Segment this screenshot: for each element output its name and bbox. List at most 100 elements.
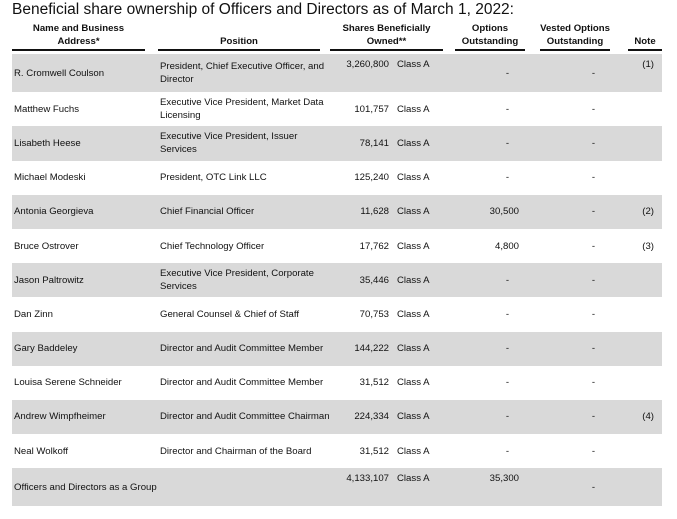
row-shares: 31,512 bbox=[359, 377, 389, 389]
row-position: General Counsel & Chief of Staff bbox=[160, 308, 300, 320]
row-shares: 125,240 bbox=[354, 172, 389, 184]
row-vested: - bbox=[533, 399, 619, 435]
row-note bbox=[618, 297, 662, 331]
row-name: Bruce Ostrover bbox=[14, 240, 79, 252]
row-options: - bbox=[453, 263, 534, 298]
row-options: 4,800 bbox=[495, 240, 520, 252]
row-shares: 224,334 bbox=[330, 399, 393, 435]
table-row: Matthew Fuchs Executive Vice President, M… bbox=[12, 92, 662, 126]
row-options: - bbox=[453, 399, 534, 435]
row-share-class: Class A bbox=[393, 331, 454, 366]
row-share-class: Class A bbox=[393, 54, 454, 93]
row-share-class: Class A bbox=[397, 240, 430, 252]
row-options: - bbox=[505, 377, 510, 389]
table-row: Antonia Georgieva Chief Financial Officer… bbox=[12, 194, 663, 229]
row-vested: - bbox=[533, 54, 619, 93]
row-vested: - bbox=[591, 172, 596, 184]
row-note bbox=[618, 92, 662, 126]
row-note bbox=[618, 161, 662, 195]
row-options: - bbox=[453, 331, 534, 366]
row-name: Louisa Serene Schneider bbox=[14, 377, 122, 389]
row-note: (3) bbox=[642, 240, 655, 252]
row-options: - bbox=[505, 445, 510, 457]
row-share-class: Class A bbox=[397, 172, 430, 184]
row-name: Antonia Georgieva bbox=[12, 194, 158, 229]
row-note bbox=[618, 366, 662, 400]
row-shares: 101,757 bbox=[354, 103, 389, 115]
row-name: Andrew Wimpfheimer bbox=[12, 399, 158, 435]
page-title: Beneficial share ownership of Officers a… bbox=[12, 1, 514, 18]
row-name: Matthew Fuchs bbox=[14, 103, 80, 115]
table-row: Louisa Serene Schneider Director and Audi… bbox=[12, 366, 662, 400]
row-name: Officers and Directors as a Group bbox=[12, 468, 158, 507]
table-header-row: Name and Business Address* Position Shar… bbox=[12, 22, 663, 54]
row-share-class: Class A bbox=[397, 103, 430, 115]
row-options: - bbox=[505, 308, 510, 320]
row-share-class: Class A bbox=[393, 468, 454, 507]
row-name: Dan Zinn bbox=[14, 308, 53, 320]
table-row: Michael Modeski President, OTC Link LLC 12… bbox=[12, 161, 662, 195]
row-shares: 11,628 bbox=[330, 194, 393, 229]
row-shares: 4,133,107 bbox=[330, 468, 393, 507]
row-name: Neal Wolkoff bbox=[14, 445, 69, 457]
row-position: Director and Chairman of the Board bbox=[160, 445, 312, 457]
header-vested: Vested Options Outstanding bbox=[540, 22, 611, 51]
row-position: Executive Vice President, Issuer Service… bbox=[158, 126, 330, 161]
row-vested: - bbox=[591, 103, 596, 115]
row-name: Jason Paltrowitz bbox=[12, 263, 158, 298]
row-shares: 31,512 bbox=[359, 445, 389, 457]
row-shares: 144,222 bbox=[330, 331, 393, 366]
table-row: Lisabeth Heese Executive Vice President, … bbox=[12, 126, 663, 161]
table-row: Andrew Wimpfheimer Director and Audit Com… bbox=[12, 399, 663, 435]
row-share-class: Class A bbox=[397, 377, 430, 389]
row-note: (1) bbox=[618, 54, 663, 93]
row-note bbox=[618, 468, 663, 507]
row-vested: - bbox=[591, 377, 596, 389]
row-shares: 78,141 bbox=[330, 126, 393, 161]
row-note bbox=[618, 126, 663, 161]
row-options: - bbox=[453, 126, 534, 161]
row-share-class: Class A bbox=[393, 263, 454, 298]
row-shares: 70,753 bbox=[359, 308, 389, 320]
row-vested: - bbox=[591, 308, 596, 320]
row-vested: - bbox=[533, 331, 619, 366]
row-share-class: Class A bbox=[397, 308, 430, 320]
row-name: Michael Modeski bbox=[14, 172, 86, 184]
row-options: - bbox=[505, 103, 510, 115]
row-share-class: Class A bbox=[393, 399, 454, 435]
row-name: Gary Baddeley bbox=[12, 331, 158, 366]
row-options: - bbox=[505, 172, 510, 184]
row-position bbox=[158, 468, 330, 507]
table-row: Gary Baddeley Director and Audit Committe… bbox=[12, 331, 663, 366]
row-shares: 17,762 bbox=[359, 240, 389, 252]
table-row: Neal Wolkoff Director and Chairman of the… bbox=[12, 434, 662, 468]
row-position: Director and Audit Committee Member bbox=[158, 331, 330, 366]
row-share-class: Class A bbox=[393, 126, 454, 161]
row-note: (4) bbox=[618, 399, 663, 435]
row-vested: - bbox=[591, 240, 596, 252]
header-position: Position bbox=[158, 35, 320, 51]
row-note bbox=[618, 331, 663, 366]
table-row: Dan Zinn General Counsel & Chief of Staff… bbox=[12, 297, 662, 331]
row-vested: - bbox=[533, 468, 619, 507]
row-options: 30,500 bbox=[453, 194, 534, 229]
row-options: - bbox=[453, 54, 534, 93]
table-row: Jason Paltrowitz Executive Vice President… bbox=[12, 263, 663, 298]
row-position: President, Chief Executive Officer, and … bbox=[158, 54, 330, 93]
row-share-class: Class A bbox=[397, 445, 430, 457]
row-options: 35,300 bbox=[453, 468, 534, 507]
row-shares: 35,446 bbox=[330, 263, 393, 298]
row-shares: 3,260,800 bbox=[330, 54, 393, 93]
row-vested: - bbox=[533, 194, 619, 229]
header-note: Note bbox=[628, 35, 663, 51]
row-vested: - bbox=[533, 126, 619, 161]
row-note bbox=[618, 434, 662, 468]
table-row: Bruce Ostrover Chief Technology Officer 17… bbox=[12, 229, 662, 263]
header-options: Options Outstanding bbox=[455, 22, 526, 51]
header-name: Name and Business Address* bbox=[12, 22, 145, 51]
row-position: Executive Vice President, Corporate Serv… bbox=[158, 263, 330, 298]
row-note bbox=[618, 263, 663, 298]
row-vested: - bbox=[591, 445, 596, 457]
row-position: Chief Technology Officer bbox=[160, 240, 265, 252]
row-name: Lisabeth Heese bbox=[12, 126, 158, 161]
